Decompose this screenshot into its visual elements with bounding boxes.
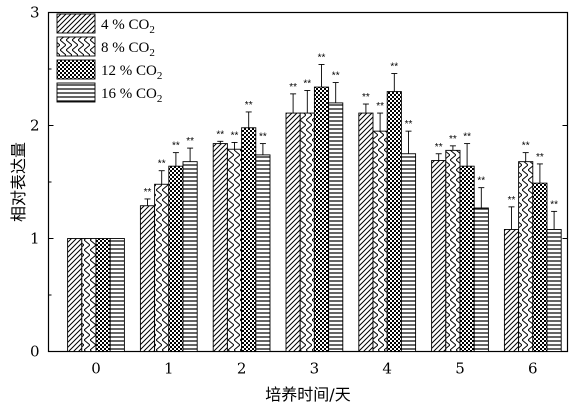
significance-label: **: [332, 71, 340, 82]
bar-series-3-day-2: [241, 127, 257, 352]
bar-series-2-day-6: [518, 161, 534, 352]
significance-label: **: [303, 78, 311, 89]
x-tick-label: 4: [382, 360, 392, 378]
significance-label: **: [186, 136, 194, 147]
legend-label: 16 % CO2: [101, 86, 162, 105]
significance-marks: ** ** ** ** ** ** ** ** ** ** ** ** ** ** ** ** ** ** ** **…: [144, 52, 558, 210]
bar-series-4-day-3: [328, 102, 344, 352]
significance-label: **: [376, 101, 384, 112]
bar-series-4-day-0: [109, 238, 125, 352]
bar-series-4-day-1: [182, 161, 198, 352]
bar-series-2-day-1: [154, 183, 170, 352]
y-tick-label: 2: [30, 117, 40, 135]
legend-label-subscript: 2: [157, 70, 163, 82]
significance-label: **: [390, 62, 398, 73]
significance-label: **: [550, 199, 558, 210]
bar-series-1-day-3: [285, 112, 301, 352]
significance-label: **: [477, 176, 485, 187]
bar-series-1-day-4: [358, 112, 374, 352]
significance-label: **: [231, 130, 239, 141]
bar-series-4-day-5: [473, 207, 489, 352]
legend-label-subscript: 2: [149, 47, 155, 59]
bar-series-1-day-1: [139, 205, 156, 352]
significance-label: **: [318, 52, 326, 63]
significance-label: **: [435, 142, 443, 153]
significance-label: **: [522, 141, 530, 152]
significance-label: **: [362, 92, 370, 103]
legend-label-subscript: 2: [157, 93, 163, 105]
bar-series-3-day-1: [168, 165, 184, 352]
y-axis-title: 相对表达量: [9, 142, 28, 222]
significance-label: **: [536, 152, 544, 163]
legend-label-text: 12 % CO: [101, 63, 157, 79]
x-tick-label: 0: [91, 360, 101, 378]
bar-series-3-day-0: [95, 238, 111, 352]
significance-label: **: [216, 129, 224, 140]
legend-swatch: [56, 59, 96, 80]
bar-series-1-day-5: [431, 160, 447, 352]
significance-label: **: [405, 119, 413, 130]
bar-series-2-day-5: [445, 149, 461, 352]
legend-label-text: 8 % CO: [101, 40, 150, 56]
bar-series-2-day-0: [81, 238, 97, 352]
y-tick-label: 3: [30, 4, 40, 22]
legend-swatch: [56, 36, 96, 57]
bar-series-4-day-2: [255, 154, 271, 352]
bar-series-3-day-5: [459, 165, 475, 352]
y-tick-label: 1: [30, 230, 40, 248]
bar-series-4-day-6: [546, 229, 562, 352]
legend-label: 8 % CO2: [101, 40, 155, 59]
y-axis: 0 1 2 3: [30, 4, 568, 361]
bar-series-1-day-0: [67, 238, 83, 352]
significance-label: **: [259, 132, 267, 143]
significance-label: **: [144, 187, 152, 198]
bar-series-1-day-2: [212, 143, 228, 352]
bar-series-3-day-4: [386, 91, 402, 352]
x-tick-label: 1: [164, 360, 174, 378]
significance-label: **: [158, 159, 166, 170]
significance-label: **: [463, 132, 471, 143]
x-tick-label: 3: [310, 360, 320, 378]
significance-label: **: [172, 141, 180, 152]
bar-series-3-day-6: [532, 182, 548, 352]
significance-label: **: [245, 100, 253, 111]
bar-series-2-day-3: [299, 112, 315, 352]
x-axis-title: 培养时间/天: [265, 385, 350, 404]
legend-label: 4 % CO2: [101, 17, 155, 36]
significance-label: **: [449, 134, 457, 145]
y-tick-label: 0: [30, 343, 40, 361]
bars: [67, 86, 562, 352]
legend-label: 12 % CO2: [101, 63, 162, 82]
legend-swatch: [56, 13, 96, 34]
legend-swatch: [56, 82, 96, 103]
bar-series-2-day-4: [372, 130, 388, 352]
x-tick-label: 6: [528, 360, 538, 378]
x-tick-label: 2: [237, 360, 247, 378]
bar-series-1-day-6: [503, 229, 520, 352]
significance-label: **: [289, 82, 297, 93]
bar-series-2-day-2: [226, 148, 243, 352]
legend-label-text: 16 % CO: [101, 86, 157, 102]
legend-label-text: 4 % CO: [101, 17, 150, 33]
bar-series-4-day-4: [400, 153, 417, 352]
significance-label: **: [508, 195, 516, 206]
legend-label-subscript: 2: [149, 24, 155, 36]
x-tick-label: 5: [455, 360, 465, 378]
error-bars: [144, 64, 558, 230]
bar-series-3-day-3: [313, 86, 330, 352]
